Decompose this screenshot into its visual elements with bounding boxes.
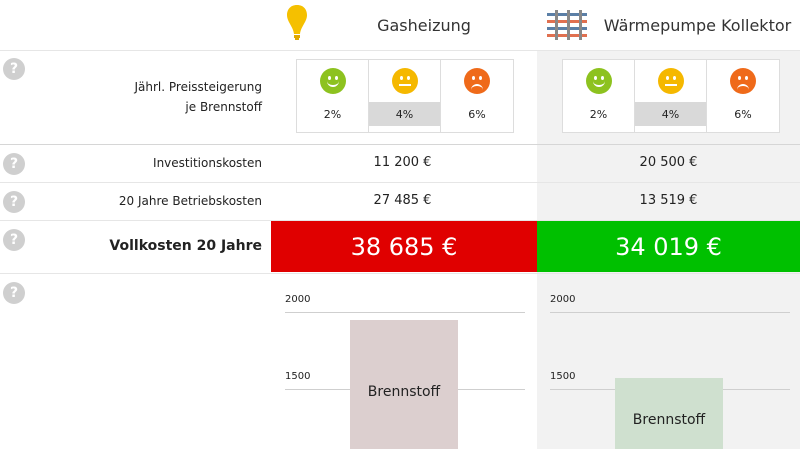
price-increase-label: Jährl. Preissteigerung je Brennstoff	[135, 77, 263, 117]
y-tick-label: 1500	[550, 371, 576, 382]
help-icon[interactable]: ?	[3, 58, 25, 80]
total-cost-label: Vollkosten 20 Jahre	[109, 238, 262, 254]
price-increase-label-line1: Jährl. Preissteigerung	[134, 80, 263, 94]
happy-face-icon	[319, 68, 346, 94]
hp-total-value: 34 019 €	[537, 221, 800, 272]
bar-label: Brennstoff	[632, 412, 706, 429]
price-option-label: 4%	[635, 102, 706, 126]
y-tick-label: 2000	[550, 294, 576, 305]
divider	[0, 144, 800, 145]
heat-pump-title: Wärmepumpe Kollektor	[603, 15, 792, 35]
hp-investment-value: 20 500 €	[639, 155, 698, 170]
divider	[0, 273, 800, 274]
heat-pump-header: Wärmepumpe Kollektor	[537, 0, 800, 50]
hp-price-increase-selector[interactable]: 2% 4% 6%	[562, 59, 780, 133]
sad-face-icon	[730, 68, 756, 94]
sad-face-icon	[464, 68, 490, 94]
price-option-2[interactable]: 2%	[297, 60, 369, 132]
gas-investment-value: 11 200 €	[373, 155, 432, 170]
gas-total-value: 38 685 €	[271, 221, 537, 272]
brennstoff-bar: Brennstoff	[350, 319, 458, 449]
neutral-face-icon	[657, 68, 684, 94]
gridline	[285, 312, 525, 313]
help-icon[interactable]: ?	[3, 229, 25, 251]
divider	[0, 220, 800, 221]
gas-price-increase-selector[interactable]: 2% 4% 6%	[296, 59, 514, 133]
gridline	[550, 312, 790, 313]
neutral-face-icon	[391, 68, 418, 94]
y-tick-label: 1500	[285, 371, 311, 382]
bar-label: Brennstoff	[367, 383, 441, 400]
gas-heating-title: Gasheizung	[377, 15, 471, 35]
investment-label: Investitionskosten	[153, 156, 262, 170]
price-option-4[interactable]: 4%	[369, 60, 441, 132]
price-option-label: 6%	[734, 107, 752, 121]
price-option-4[interactable]: 4%	[635, 60, 707, 132]
heat-pump-collector-icon	[547, 10, 587, 40]
help-icon[interactable]: ?	[3, 282, 25, 304]
gas-heating-header: Gasheizung	[271, 0, 537, 50]
happy-face-icon	[585, 68, 612, 94]
brennstoff-bar: Brennstoff	[615, 378, 723, 449]
price-option-label: 4%	[369, 102, 440, 126]
gas-operating-value: 27 485 €	[373, 193, 432, 208]
price-option-6[interactable]: 6%	[707, 60, 779, 132]
price-option-label: 2%	[323, 107, 342, 121]
divider	[0, 50, 800, 51]
price-option-2[interactable]: 2%	[563, 60, 635, 132]
help-icon[interactable]: ?	[3, 153, 25, 175]
divider	[0, 182, 800, 183]
price-option-6[interactable]: 6%	[441, 60, 513, 132]
y-tick-label: 2000	[285, 294, 311, 305]
help-icon[interactable]: ?	[3, 191, 25, 213]
hp-operating-value: 13 519 €	[639, 193, 698, 208]
price-option-label: 6%	[468, 107, 486, 121]
lightbulb-icon	[287, 5, 307, 40]
price-option-label: 2%	[589, 107, 608, 121]
operating-cost-label: 20 Jahre Betriebskosten	[118, 194, 262, 208]
price-increase-label-line2: je Brennstoff	[185, 100, 262, 114]
